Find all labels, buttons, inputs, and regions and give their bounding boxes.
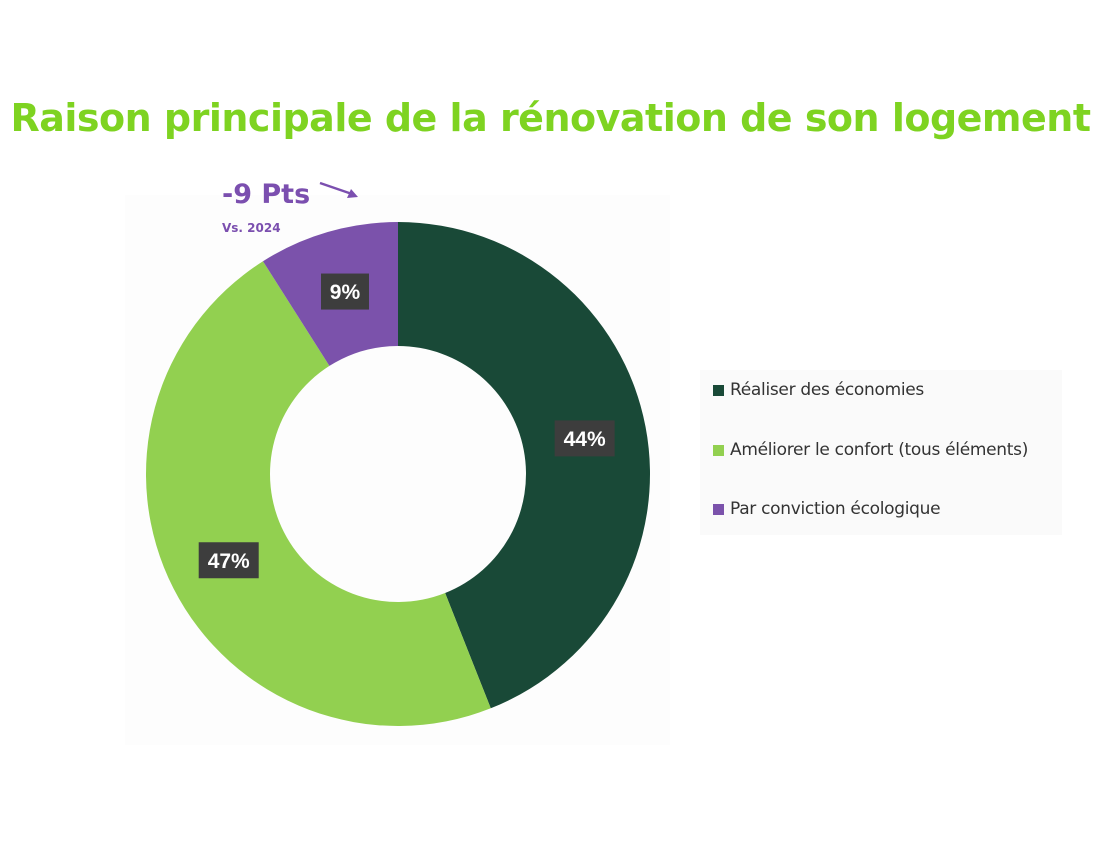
legend-label: Améliorer le confort (tous éléments) bbox=[730, 440, 1029, 460]
legend-label: Réaliser des économies bbox=[730, 380, 924, 400]
change-annotation: -9 Pts bbox=[222, 179, 311, 210]
data-label: 47% bbox=[198, 542, 259, 579]
donut-slice-economies bbox=[398, 222, 651, 709]
legend-label: Par conviction écologique bbox=[730, 499, 941, 519]
legend-swatch bbox=[713, 384, 724, 396]
chart-panel: 44% 47% 9% bbox=[125, 195, 670, 745]
chart-title: Raison principale de la rénovation de so… bbox=[10, 96, 1091, 140]
data-label-box bbox=[320, 273, 369, 310]
data-label: 9% bbox=[320, 273, 369, 310]
arrow-down-right-icon bbox=[319, 181, 358, 198]
change-annotation-subtitle: Vs. 2024 bbox=[222, 221, 281, 235]
data-label-text: 44% bbox=[564, 428, 606, 451]
data-label-text: 9% bbox=[330, 281, 361, 304]
legend-item: Réaliser des économies bbox=[713, 380, 924, 400]
legend-item: Améliorer le confort (tous éléments) bbox=[713, 440, 1028, 460]
donut-chart: 44% 47% 9% bbox=[146, 222, 651, 726]
legend-swatch bbox=[713, 444, 724, 456]
data-label-box bbox=[198, 542, 259, 579]
donut-slice-confort bbox=[146, 261, 491, 726]
chart-legend: Réaliser des économies Améliorer le conf… bbox=[700, 370, 1062, 535]
data-label-text: 47% bbox=[208, 550, 250, 573]
legend-item: Par conviction écologique bbox=[713, 499, 941, 519]
data-label: 44% bbox=[554, 420, 615, 457]
data-label-box bbox=[554, 420, 615, 457]
legend-swatch bbox=[713, 503, 724, 515]
